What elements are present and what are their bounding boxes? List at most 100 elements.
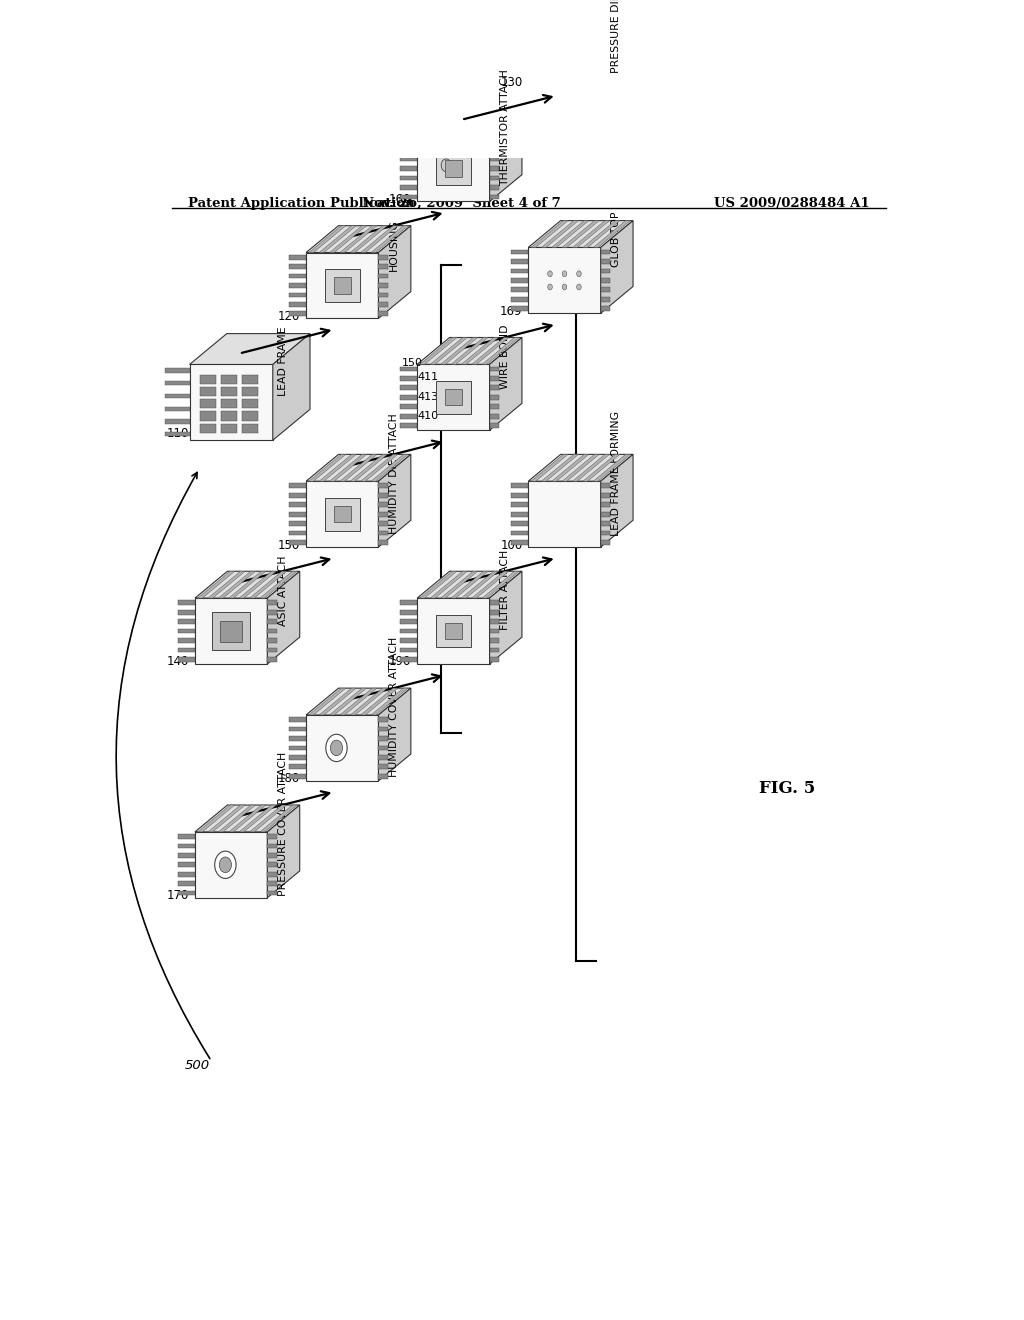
Polygon shape xyxy=(601,59,610,63)
Polygon shape xyxy=(528,0,633,18)
Polygon shape xyxy=(228,805,266,832)
Polygon shape xyxy=(289,764,306,770)
Polygon shape xyxy=(379,483,388,488)
Polygon shape xyxy=(267,648,276,652)
Text: LEAD FRAME: LEAD FRAME xyxy=(278,327,288,396)
Text: US 2009/0288484 A1: US 2009/0288484 A1 xyxy=(715,197,870,210)
Polygon shape xyxy=(267,843,276,849)
Polygon shape xyxy=(178,648,195,652)
Polygon shape xyxy=(542,454,579,482)
Polygon shape xyxy=(267,805,300,898)
Polygon shape xyxy=(552,0,589,18)
Text: PRESSURE COVER ATTACH: PRESSURE COVER ATTACH xyxy=(278,752,288,896)
Polygon shape xyxy=(489,648,499,652)
Polygon shape xyxy=(195,832,267,898)
Polygon shape xyxy=(583,0,620,18)
Polygon shape xyxy=(309,688,346,715)
Polygon shape xyxy=(189,364,272,440)
Polygon shape xyxy=(489,385,499,391)
Polygon shape xyxy=(601,249,610,255)
Polygon shape xyxy=(198,805,234,832)
Circle shape xyxy=(577,284,582,290)
Polygon shape xyxy=(289,737,306,741)
Polygon shape xyxy=(489,601,499,605)
Polygon shape xyxy=(379,503,388,507)
Polygon shape xyxy=(583,220,620,247)
Polygon shape xyxy=(330,226,367,252)
Polygon shape xyxy=(400,385,417,391)
Polygon shape xyxy=(489,137,499,143)
Polygon shape xyxy=(325,498,359,531)
Polygon shape xyxy=(267,891,276,895)
Polygon shape xyxy=(195,805,300,832)
Polygon shape xyxy=(511,78,528,82)
Polygon shape xyxy=(189,334,310,364)
Polygon shape xyxy=(601,531,610,536)
Polygon shape xyxy=(593,454,631,482)
Polygon shape xyxy=(208,805,245,832)
Polygon shape xyxy=(289,746,306,750)
Polygon shape xyxy=(472,108,509,136)
Polygon shape xyxy=(289,312,306,317)
Text: HOUSING: HOUSING xyxy=(389,219,399,271)
Polygon shape xyxy=(242,412,258,421)
Polygon shape xyxy=(334,506,351,523)
Polygon shape xyxy=(511,30,528,36)
Polygon shape xyxy=(472,338,509,364)
Polygon shape xyxy=(178,843,195,849)
Polygon shape xyxy=(400,148,417,152)
Polygon shape xyxy=(528,220,633,247)
Polygon shape xyxy=(489,638,499,643)
Polygon shape xyxy=(220,387,238,396)
Polygon shape xyxy=(289,282,306,288)
Polygon shape xyxy=(400,157,417,161)
Polygon shape xyxy=(400,638,417,643)
Polygon shape xyxy=(289,521,306,525)
Text: 110: 110 xyxy=(167,426,189,440)
Polygon shape xyxy=(242,424,258,433)
Polygon shape xyxy=(228,572,266,598)
Text: 130: 130 xyxy=(501,77,522,88)
Polygon shape xyxy=(601,454,633,546)
Polygon shape xyxy=(178,628,195,634)
Polygon shape xyxy=(240,572,276,598)
Polygon shape xyxy=(451,338,488,364)
Polygon shape xyxy=(528,454,633,482)
Polygon shape xyxy=(601,40,610,45)
Polygon shape xyxy=(379,727,388,731)
Text: 150: 150 xyxy=(279,539,300,552)
Polygon shape xyxy=(195,598,267,664)
Polygon shape xyxy=(593,0,631,18)
Polygon shape xyxy=(489,367,499,371)
Polygon shape xyxy=(400,137,417,143)
Polygon shape xyxy=(462,572,499,598)
Polygon shape xyxy=(430,572,467,598)
Polygon shape xyxy=(379,293,388,297)
Polygon shape xyxy=(379,755,388,760)
Polygon shape xyxy=(289,531,306,536)
Polygon shape xyxy=(601,288,610,292)
Polygon shape xyxy=(178,834,195,838)
Polygon shape xyxy=(601,220,633,313)
Polygon shape xyxy=(379,312,388,317)
Polygon shape xyxy=(379,512,388,516)
Polygon shape xyxy=(601,297,610,301)
Polygon shape xyxy=(330,454,367,482)
Polygon shape xyxy=(400,413,417,418)
Polygon shape xyxy=(267,572,300,664)
Polygon shape xyxy=(379,717,388,722)
Polygon shape xyxy=(400,395,417,400)
Polygon shape xyxy=(267,882,276,886)
Polygon shape xyxy=(267,601,276,605)
Polygon shape xyxy=(220,412,238,421)
Polygon shape xyxy=(430,338,467,364)
Polygon shape xyxy=(547,36,582,69)
Polygon shape xyxy=(482,572,519,598)
Polygon shape xyxy=(601,306,610,312)
Polygon shape xyxy=(340,454,377,482)
Polygon shape xyxy=(306,688,411,715)
Circle shape xyxy=(219,857,231,873)
Polygon shape xyxy=(601,279,610,282)
Text: HUMIDITY DIE ATTACH: HUMIDITY DIE ATTACH xyxy=(389,413,399,533)
Polygon shape xyxy=(511,512,528,516)
